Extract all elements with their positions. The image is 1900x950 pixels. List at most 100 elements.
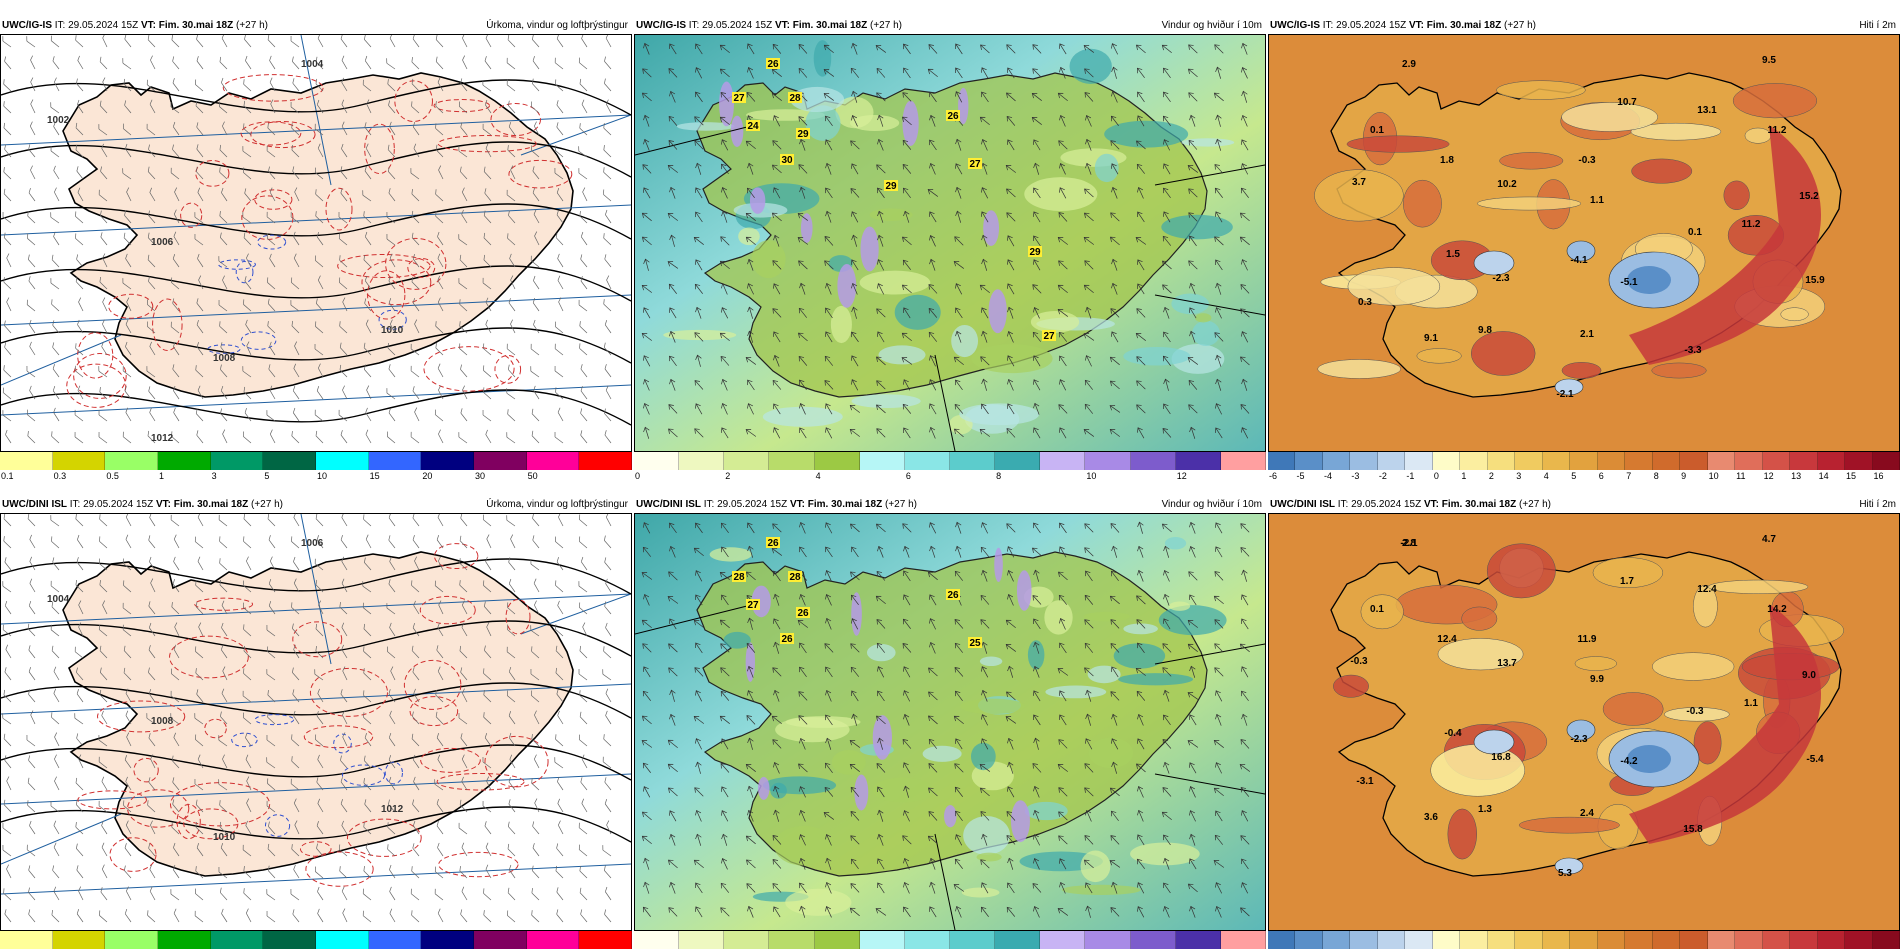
wind-map[interactable]: 26 28 28 27 26 26 26 25 (634, 513, 1266, 931)
colorbar-tick: 13 (1791, 471, 1802, 481)
colorbar-swatch (474, 931, 527, 949)
isobar-label: 1012 (381, 804, 404, 815)
gust-label: 28 (788, 571, 802, 583)
colorbar-swatch (904, 452, 950, 470)
wind-map[interactable]: 26 27 28 24 29 30 26 27 29 29 27 (634, 34, 1266, 452)
panel-title: Hiti í 2m (1859, 20, 1896, 31)
colorbar-tick: 30 (475, 471, 486, 481)
isobar-line (1, 141, 631, 178)
gust-label: 29 (884, 180, 898, 192)
precip-map-svg: 1004 1006 1008 1010 1012 (1, 514, 631, 930)
temperature-label: 0.3 (1358, 297, 1372, 308)
isobar-line (1, 265, 631, 302)
isobar-line (1, 203, 631, 240)
isobar-label: 1008 (151, 716, 174, 727)
svg-text:26: 26 (947, 111, 959, 122)
vt-label: VT: (789, 499, 805, 510)
panel-title: Úrkoma, vindur og loftþrýstingur (486, 20, 628, 31)
temperature-label: 10.7 (1617, 97, 1637, 108)
it-value: 29.05.2024 15Z (717, 499, 788, 510)
temperature-label: -3.1 (1356, 776, 1374, 787)
colorbar-tick: 14 (1818, 471, 1829, 481)
svg-text:27: 27 (733, 93, 745, 104)
isobar-label: 1004 (301, 59, 324, 70)
vt-label: VT: (155, 499, 171, 510)
temperature-label: -2.3 (1570, 734, 1588, 745)
colorbar-swatch (1570, 452, 1598, 470)
it-value: 29.05.2024 15Z (68, 20, 139, 31)
colorbar-swatch (1790, 452, 1818, 470)
temperature-label: -0.3 (1686, 706, 1704, 717)
panel-header: UWC/IG-IS IT: 29.05.2024 15Z VT: Fim. 30… (0, 18, 632, 34)
isobar-line (1, 744, 631, 781)
gust-label: 27 (1042, 330, 1056, 342)
colorbar-swatch (421, 452, 475, 470)
colorbar-swatch (859, 452, 905, 470)
colorbar-swatch (1220, 452, 1266, 470)
panel-title: Hiti í 2m (1859, 499, 1896, 510)
colorbar-swatch (1597, 452, 1626, 470)
colorbar-swatch (368, 931, 422, 949)
temperature-label: 9.1 (1424, 333, 1438, 344)
colorbar-swatch (1268, 931, 1296, 949)
colorbar-swatch (210, 931, 264, 949)
colorbar-tick: 3 (1516, 471, 1522, 481)
colorbar-tick: -4 (1323, 471, 1332, 481)
precip-colorbar (0, 452, 632, 470)
temperature-label: -4.1 (1570, 255, 1588, 266)
colorbar-tick: 0 (635, 471, 641, 481)
colorbar-swatch (1322, 452, 1351, 470)
colorbar-swatch (1085, 931, 1131, 949)
panel-wind-row2: UWC/DINI ISL IT: 29.05.2024 15Z VT: Fim.… (634, 497, 1266, 950)
temperature-label: 2.8 (1402, 538, 1416, 549)
colorbar-swatch (1872, 452, 1900, 470)
it-label: IT: (69, 499, 81, 510)
colorbar-swatch (263, 452, 317, 470)
colorbar-tick: 0 (1433, 471, 1439, 481)
gust-label: 24 (746, 120, 760, 132)
gust-label: 27 (746, 599, 760, 611)
temperature-label: 13.1 (1697, 105, 1717, 116)
colorbar-swatch (995, 931, 1041, 949)
precip-map[interactable]: 1002 1004 1006 1008 1010 1012 (0, 34, 632, 452)
colorbar-tick: 8 (1653, 471, 1659, 481)
panel-title: Vindur og hviður í 10m (1161, 20, 1262, 31)
gust-label: 27 (968, 158, 982, 170)
precip-map-svg: 1002 1004 1006 1008 1010 1012 (1, 35, 631, 451)
lead-time: (+27 h) (1519, 499, 1551, 510)
vt-value: Fim. 30.mai 18Z (1441, 499, 1517, 510)
svg-text:25: 25 (969, 638, 981, 649)
temperature-label: -4.2 (1620, 756, 1638, 767)
temperature-label: 10.2 (1497, 179, 1517, 190)
isobar-label: 1006 (151, 237, 174, 248)
model-name: UWC/DINI ISL (636, 499, 701, 510)
colorbar-tick: 9 (1681, 471, 1687, 481)
precip-map[interactable]: 1004 1006 1008 1010 1012 (0, 513, 632, 931)
colorbar-swatch (1487, 452, 1516, 470)
temp-map[interactable]: 2.9 9.5 0.1 10.7 13.1 1.8 -0.3 11.2 3.7 10.2 1.1 15… (1268, 34, 1900, 452)
colorbar-tick: 3 (211, 471, 217, 481)
vt-value: Fim. 30.mai 18Z (807, 499, 883, 510)
colorbar-tick: 0.5 (106, 471, 119, 481)
colorbar-swatch (158, 452, 211, 470)
colorbar-tick: 15 (369, 471, 380, 481)
svg-text:29: 29 (797, 129, 809, 140)
panel-precip-row1: UWC/IG-IS IT: 29.05.2024 15Z VT: Fim. 30… (0, 18, 632, 484)
temperature-label: 3.6 (1424, 812, 1438, 823)
colorbar-swatch (1175, 931, 1221, 949)
temp-colorbar (1268, 931, 1900, 949)
gust-label: 26 (766, 537, 780, 549)
svg-text:26: 26 (767, 59, 779, 70)
svg-text:27: 27 (1043, 331, 1055, 342)
colorbar-tick: 11 (1736, 471, 1746, 481)
temperature-label: 12.4 (1437, 634, 1457, 645)
wind-colorbar-ticks: 024681012141618202224 (634, 470, 1266, 482)
colorbar-swatch (105, 452, 159, 470)
panel-header: UWC/IG-IS IT: 29.05.2024 15Z VT: Fim. 30… (634, 18, 1266, 34)
colorbar-swatch (1845, 452, 1873, 470)
temperature-label: 3.7 (1352, 177, 1366, 188)
colorbar-swatch (1460, 452, 1488, 470)
temp-map[interactable]: 2.8 4.7 0.1 1.7 12.4 12.4 11.9 14.2 -0.3 13.7 9.9 9… (1268, 513, 1900, 931)
vt-value: Fim. 30.mai 18Z (1426, 20, 1502, 31)
colorbar-tick: 5 (1571, 471, 1577, 481)
